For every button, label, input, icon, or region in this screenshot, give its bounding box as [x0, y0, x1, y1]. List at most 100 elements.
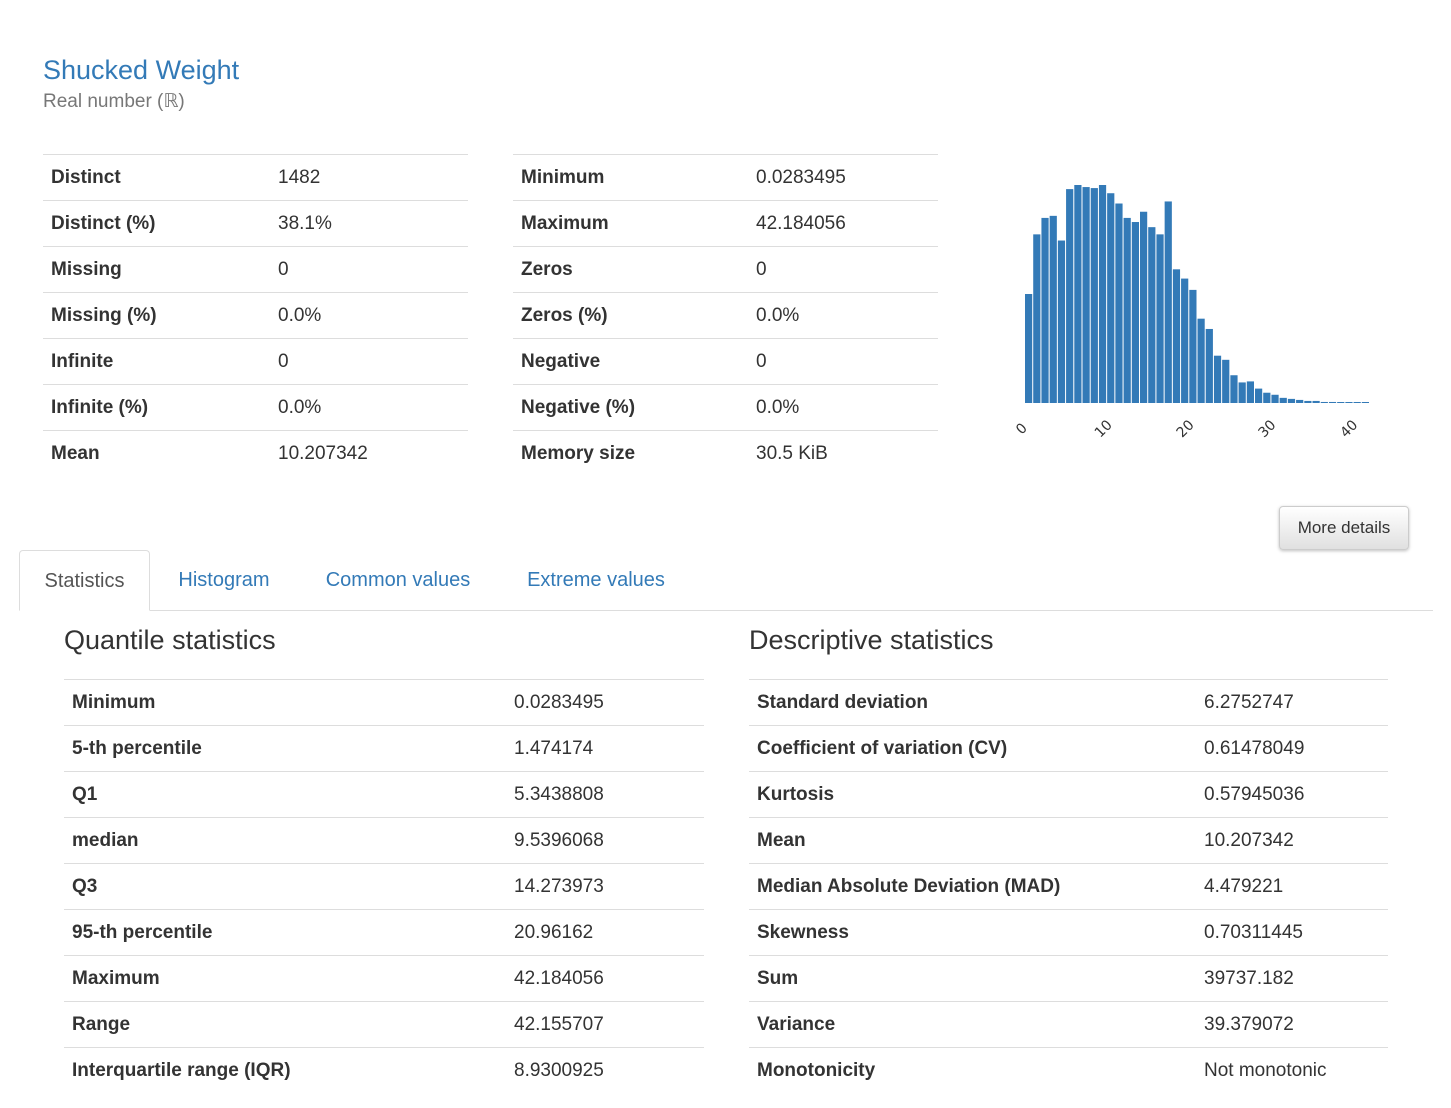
histogram-bar [1287, 398, 1296, 403]
stat-value: 0.0283495 [748, 154, 938, 201]
mini-histogram-chart: 0 10 20 30 40 [1013, 185, 1369, 441]
table-row: Missing 0 [43, 246, 468, 293]
stat-label: Missing [43, 246, 270, 293]
stat-value: 0.0283495 [506, 679, 704, 726]
table-row: Negative (%) 0.0% [513, 384, 938, 431]
stat-value: 9.5396068 [506, 817, 704, 864]
histogram-bar [1164, 201, 1172, 403]
tab-histogram[interactable]: Histogram [178, 569, 270, 591]
histogram-x-tick-label: 30 [1256, 417, 1280, 441]
histogram-bars [1025, 185, 1369, 403]
table-row: Variance 39.379072 [749, 1001, 1388, 1048]
histogram-bar [1074, 185, 1082, 403]
stat-value: 0.0% [270, 384, 468, 431]
table-row: Maximum 42.184056 [64, 955, 704, 1002]
stat-label: Infinite [43, 338, 270, 385]
stat-value: 5.3438808 [506, 771, 704, 818]
stat-label: Infinite (%) [43, 384, 270, 431]
stat-label: Missing (%) [43, 292, 270, 339]
table-row: Standard deviation 6.2752747 [749, 679, 1388, 726]
stat-label: Distinct (%) [43, 200, 270, 247]
histogram-bar [1312, 400, 1320, 403]
table-row: Minimum 0.0283495 [64, 679, 704, 726]
table-row: Zeros 0 [513, 246, 938, 293]
histogram-bar [1140, 211, 1148, 403]
histogram-bar [1049, 215, 1057, 403]
histogram-bar [1131, 222, 1139, 403]
stat-value: 8.9300925 [506, 1047, 704, 1093]
stat-label: Monotonicity [749, 1047, 1196, 1093]
histogram-bar [1172, 269, 1181, 403]
stat-value: 14.273973 [506, 863, 704, 910]
table-row: Sum 39737.182 [749, 955, 1388, 1002]
table-row: Skewness 0.70311445 [749, 909, 1388, 956]
histogram-bar [1197, 318, 1205, 403]
stat-value: 0.0% [748, 292, 938, 339]
histogram-bar [1213, 355, 1222, 403]
histogram-bar [1148, 227, 1156, 403]
stat-value: 42.184056 [748, 200, 938, 247]
tab-common-values[interactable]: Common values [325, 569, 471, 591]
table-row: Q1 5.3438808 [64, 771, 704, 818]
stat-value: 0 [748, 246, 938, 293]
tab-extreme-values[interactable]: Extreme values [527, 569, 665, 591]
overview-table-left: Distinct 1482 Distinct (%) 38.1% Missing 0 … [43, 154, 468, 476]
table-row: Distinct (%) 38.1% [43, 200, 468, 247]
descriptive-statistics-title: Descriptive statistics [749, 625, 994, 655]
histogram-x-ticks: 0 10 20 30 40 [1013, 417, 1361, 441]
stat-label: Mean [43, 430, 270, 476]
histogram-bar [1123, 217, 1131, 403]
tab-statistics[interactable]: Statistics [19, 550, 150, 611]
stat-value: 0.61478049 [1196, 725, 1388, 772]
table-row: 5-th percentile 1.474174 [64, 725, 704, 772]
stat-label: Minimum [64, 679, 506, 726]
table-row: Infinite 0 [43, 338, 468, 385]
stat-value: 39737.182 [1196, 955, 1388, 1002]
stat-label: Coefficient of variation (CV) [749, 725, 1196, 772]
histogram-bar [1337, 402, 1345, 403]
detail-tabs: Statistics Histogram Common values Extre… [19, 550, 1433, 611]
stat-label: Distinct [43, 154, 270, 201]
stat-label: Mean [749, 817, 1196, 864]
stat-value: 0 [270, 338, 468, 385]
stat-label: Range [64, 1001, 506, 1048]
variable-name-link[interactable]: Shucked Weight [43, 55, 240, 85]
stat-value: 0 [270, 246, 468, 293]
stat-value: 42.155707 [506, 1001, 704, 1048]
stat-value: 39.379072 [1196, 1001, 1388, 1048]
histogram-bar [1205, 328, 1213, 403]
histogram-x-tick-label: 40 [1337, 417, 1361, 441]
stat-label: Minimum [513, 154, 748, 201]
descriptive-statistics-table: Standard deviation 6.2752747 Coefficient … [749, 679, 1388, 1093]
table-row: Infinite (%) 0.0% [43, 384, 468, 431]
histogram-bar [1090, 188, 1098, 403]
stat-label: Q3 [64, 863, 506, 910]
histogram-bar [1263, 392, 1271, 403]
stat-value: Not monotonic [1196, 1047, 1388, 1093]
stat-value: 6.2752747 [1196, 679, 1388, 726]
stat-value: 0.70311445 [1196, 909, 1388, 956]
table-row: Minimum 0.0283495 [513, 154, 938, 201]
table-row: Mean 10.207342 [749, 817, 1388, 864]
stat-label: 95-th percentile [64, 909, 506, 956]
more-details-button[interactable]: More details [1279, 506, 1409, 550]
histogram-bar [1189, 289, 1197, 403]
stat-label: Kurtosis [749, 771, 1196, 818]
histogram-x-tick-label: 10 [1092, 417, 1116, 441]
stat-value: 1.474174 [506, 725, 704, 772]
histogram-bar [1107, 193, 1115, 403]
stat-label: Negative [513, 338, 748, 385]
histogram-x-tick-label: 0 [1013, 420, 1031, 438]
stat-value: 42.184056 [506, 955, 704, 1002]
stat-label: Negative (%) [513, 384, 748, 431]
stat-label: Q1 [64, 771, 506, 818]
stat-label: Memory size [513, 430, 748, 476]
stat-value: 30.5 KiB [748, 430, 938, 476]
stat-value: 0.57945036 [1196, 771, 1388, 818]
histogram-bar [1025, 294, 1033, 403]
table-row: Negative 0 [513, 338, 938, 385]
stat-value: 38.1% [270, 200, 468, 247]
stat-label: Maximum [513, 200, 748, 247]
histogram-bar [1320, 401, 1328, 403]
stat-value: 20.96162 [506, 909, 704, 956]
